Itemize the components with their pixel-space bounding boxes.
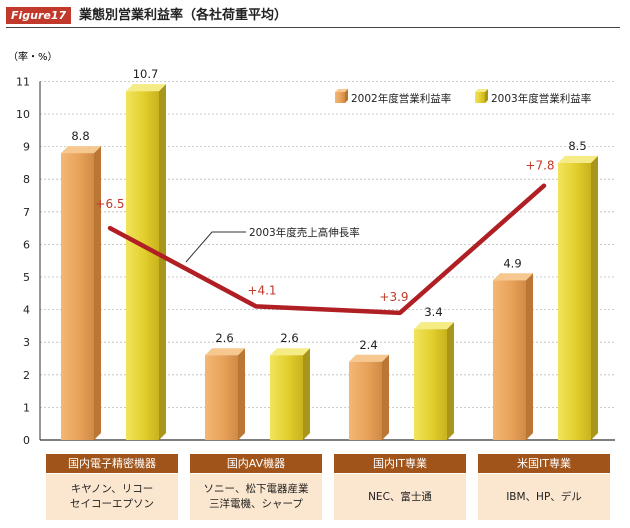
bar-value-labels: 8.8 2.6 2.4 4.9 10.7 2.6 3.4 8.5	[71, 67, 586, 352]
y-tick-label: 4	[23, 304, 30, 317]
legend-swatch-top	[335, 89, 348, 92]
legend-swatch	[335, 92, 345, 103]
category-companies: IBM、HP、デル	[478, 474, 610, 520]
header-rule	[6, 27, 620, 28]
bars	[61, 84, 598, 441]
bar-side	[238, 348, 245, 440]
bar	[493, 280, 526, 440]
y-tick-label: 10	[16, 108, 30, 121]
callout-pointer	[185, 231, 246, 263]
category-companies: キヤノン、リコー セイコーエプソン	[46, 474, 178, 520]
bar-top	[414, 322, 454, 330]
y-tick-label: 7	[23, 206, 30, 219]
y-tick-label: 6	[23, 238, 30, 251]
legend: 2002年度営業利益率 2003年度営業利益率	[335, 89, 591, 105]
bar-side	[526, 273, 533, 440]
category-label: 国内電子精密機器	[46, 454, 178, 473]
bar-value-label: 8.8	[71, 129, 89, 143]
bar-value-label: 2.6	[280, 331, 298, 345]
y-tick-label: 5	[23, 271, 30, 284]
bar	[349, 361, 382, 440]
category-label: 米国IT専業	[478, 454, 610, 473]
callout-label: 2003年度売上高伸長率	[249, 226, 360, 239]
bar-side	[382, 354, 389, 440]
growth-line: +6.5 +4.1 +3.9 +7.8	[95, 159, 555, 316]
y-unit-label: （率・%）	[8, 50, 58, 63]
bar-value-label: 2.6	[215, 331, 233, 345]
figure-header: Figure17 業態別営業利益率（各社荷重平均）	[6, 4, 620, 28]
bar	[126, 91, 159, 441]
bar	[558, 162, 591, 440]
y-tick-label: 3	[23, 336, 30, 349]
bar-side	[94, 146, 101, 440]
bar-side	[447, 322, 454, 440]
y-tick-label: 11	[16, 75, 30, 88]
bar-top	[61, 146, 101, 154]
bar-top	[126, 84, 166, 92]
legend-label: 2002年度営業利益率	[351, 92, 451, 105]
bar-value-label: 3.4	[424, 305, 442, 319]
legend-swatch	[475, 92, 485, 103]
legend-swatch-top	[475, 89, 488, 92]
bar-side	[591, 155, 598, 440]
category-label: 国内IT専業	[334, 454, 466, 473]
y-tick-label: 2	[23, 369, 30, 382]
figure-title: 業態別営業利益率（各社荷重平均）	[79, 8, 288, 23]
bar-value-label: 2.4	[359, 338, 377, 352]
legend-label: 2003年度営業利益率	[491, 92, 591, 105]
figure-tag: Figure17	[6, 7, 72, 24]
y-tick-label: 1	[23, 401, 30, 414]
line-value-label: +6.5	[95, 197, 124, 211]
bar-top	[270, 348, 310, 356]
y-tick-label: 9	[23, 141, 30, 154]
bar-top	[558, 155, 598, 163]
category-label: 国内AV機器	[190, 454, 322, 473]
y-tick-label: 8	[23, 173, 30, 186]
legend-swatch-side	[485, 89, 488, 103]
line-value-label: +4.1	[247, 283, 276, 297]
bar-top	[349, 354, 389, 362]
line-series	[107, 183, 547, 316]
line-value-label: +3.9	[379, 290, 408, 304]
y-tick-labels: 0 1 2 3 4 5 6 7 8 9 10 11	[16, 75, 30, 447]
bar-side	[303, 348, 310, 440]
bar	[414, 329, 447, 440]
line-value-label: +7.8	[525, 159, 554, 173]
bar-top	[205, 348, 245, 356]
category-companies: ソニー、松下電器産業 三洋電機、シャープ	[190, 474, 322, 520]
category-companies: NEC、富士通	[334, 474, 466, 520]
bar-value-label: 10.7	[133, 67, 159, 81]
bar-value-label: 4.9	[503, 256, 521, 270]
bar	[205, 355, 238, 440]
bar	[270, 355, 303, 440]
line-callout: 2003年度売上高伸長率	[185, 226, 360, 263]
bar	[61, 153, 94, 440]
bar-top	[493, 273, 533, 281]
bar-value-label: 8.5	[568, 139, 586, 153]
bar-side	[159, 84, 166, 441]
y-tick-label: 0	[23, 434, 30, 447]
legend-swatch-side	[345, 89, 348, 103]
